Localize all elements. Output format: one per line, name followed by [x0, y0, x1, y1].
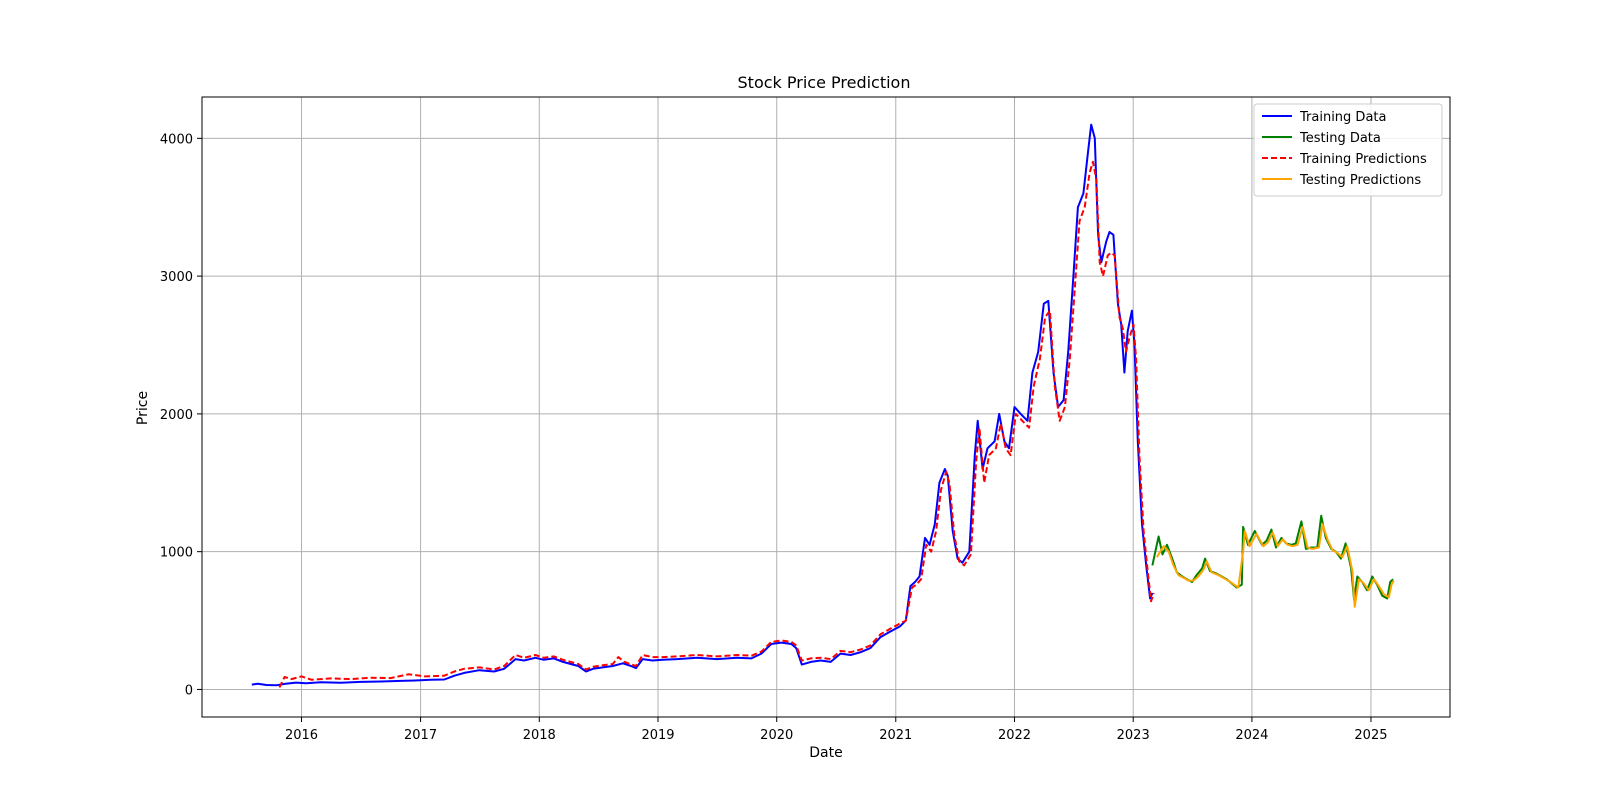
- legend-entry: Training Data: [1299, 110, 1386, 125]
- x-tick-label: 2024: [1235, 728, 1268, 743]
- plot-frame: [201, 96, 1451, 718]
- x-tick-label: 2017: [404, 728, 437, 743]
- legend: Training Data Testing Data Training Predic…: [1253, 103, 1443, 197]
- series-line-training-data: [251, 123, 1154, 687]
- grid-lines: [202, 97, 1450, 717]
- x-tick-label: 2021: [879, 728, 912, 743]
- plot-area: [251, 123, 1395, 688]
- y-tick-label: 2000: [160, 408, 193, 423]
- x-tick-label: 2020: [760, 728, 793, 743]
- x-tick-label: 2018: [523, 728, 556, 743]
- x-tick-label: 2025: [1354, 728, 1387, 743]
- chart-title: Stock Price Prediction: [738, 73, 911, 92]
- y-axis-ticks: 0 1000 2000 3000 4000: [160, 132, 202, 698]
- y-axis-label: Price: [135, 391, 151, 425]
- series-line-training-predictions: [278, 160, 1155, 688]
- y-tick-label: 3000: [160, 270, 193, 285]
- series-lines: [251, 123, 1395, 688]
- legend-box: [1253, 103, 1443, 197]
- legend-entry: Testing Predictions: [1299, 173, 1421, 188]
- y-tick-label: 0: [185, 683, 193, 698]
- x-tick-label: 2023: [1117, 728, 1150, 743]
- legend-entry: Training Predictions: [1299, 152, 1427, 167]
- y-tick-label: 1000: [160, 546, 193, 561]
- legend-entry: Testing Data: [1299, 131, 1381, 146]
- x-tick-label: 2019: [641, 728, 674, 743]
- x-tick-label: 2022: [998, 728, 1031, 743]
- series-line-testing-predictions: [1156, 523, 1395, 608]
- x-tick-label: 2016: [285, 728, 318, 743]
- x-axis-label: Date: [809, 745, 842, 761]
- x-axis-ticks: 2016 2017 2018 2019 2020 2021 2022 2023 2024 2025: [285, 717, 1388, 743]
- y-tick-label: 4000: [160, 132, 193, 147]
